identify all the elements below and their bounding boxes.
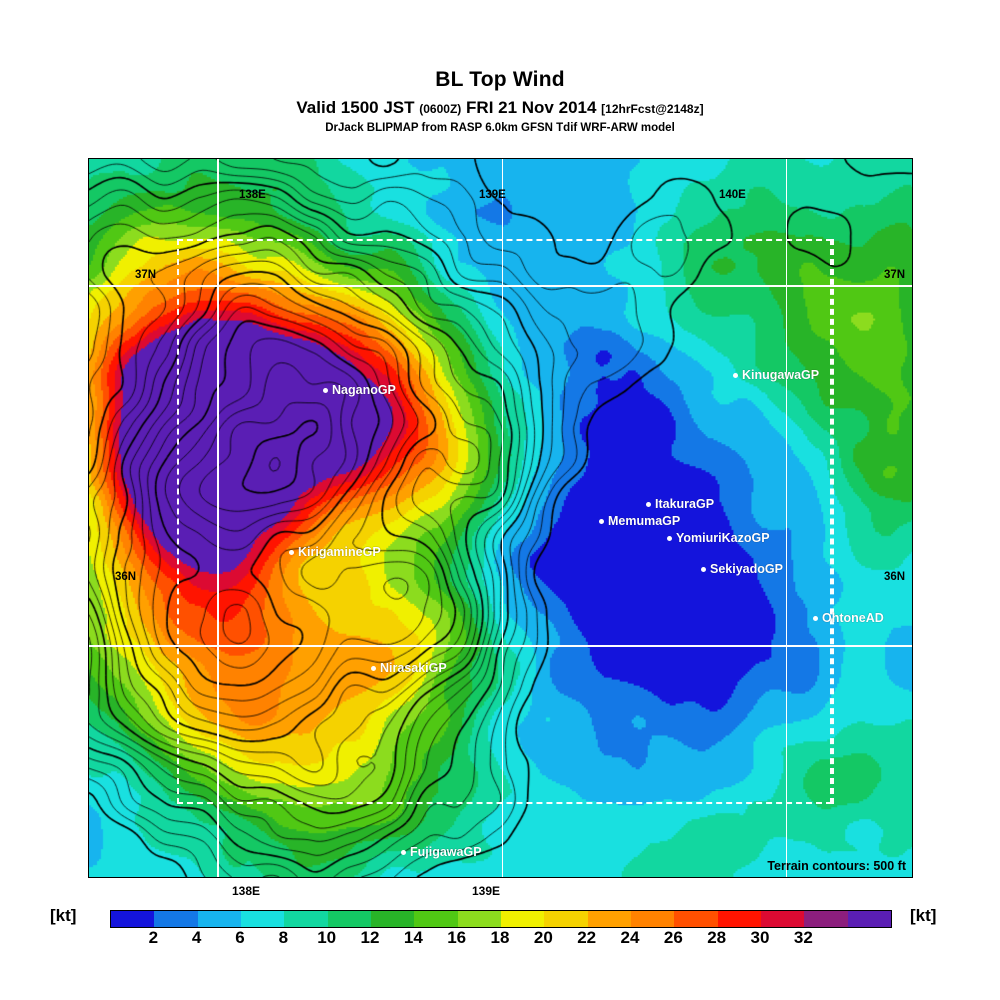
graticule [89,159,912,877]
page-title: BL Top Wind [435,68,565,91]
station-label: NaganoGP [332,383,396,397]
graticule-meridian [501,159,503,877]
colorbar: [kt] 2 4 6 8 10 12 14 16 18 20 22 24 26 28 30 32 [kt] [0,900,1000,960]
valid-time-line: Valid 1500 JST (0600Z) FRI 21 Nov 2014 [… [0,98,1000,118]
colorbar-tick: 24 [620,928,640,947]
colorbar-tick: 26 [663,928,683,947]
station-label: ItakuraGP [655,497,715,511]
lon-label-bottom-139e: 139E [472,884,501,898]
station-label: YomiuriKazoGP [676,531,770,545]
station-label: NirasakiGP [380,661,447,675]
colorbar-tick: 8 [278,928,289,947]
lat-label-left-37n: 37N [135,269,157,281]
colorbar-unit-left: [kt] [50,906,77,925]
colorbar-swatch [414,911,458,927]
station-marker[interactable]: ItakuraGP [646,497,714,511]
terrain-contour-note: Terrain contours: 500 ft [767,859,906,873]
station-dot-icon [646,501,651,507]
graticule-meridian [785,159,788,877]
lat-label-right-36n: 36N [884,571,906,583]
station-dot-icon [289,549,294,555]
wind-map[interactable]: 138E 139E 140E 37N 37N 36N 36N NaganoGP K… [88,158,913,878]
station-marker[interactable]: KinugawaGP [733,368,819,382]
colorbar-swatch [760,911,805,927]
colorbar-swatch [500,911,545,927]
graticule-parallel [89,285,912,287]
colorbar-swatch [544,911,588,927]
station-marker[interactable]: NaganoGP [323,383,396,397]
colorbar-unit-right: [kt] [910,906,937,925]
forecast-subdomain-divider [832,239,834,804]
station-marker[interactable]: SekiyadoGP [701,562,783,576]
colorbar-tick-labels: 2 4 6 8 10 12 14 16 18 20 22 24 26 28 30 32 [110,928,890,952]
colorbar-tick: 22 [577,928,597,947]
colorbar-tick: 6 [235,928,245,947]
colorbar-tick: 20 [533,928,553,947]
station-marker[interactable]: FujigawaGP [401,845,482,859]
colorbar-swatch [240,911,285,927]
lon-label-bottom-138e: 138E [232,884,261,898]
colorbar-tick: 16 [447,928,467,947]
station-dot-icon [701,566,706,572]
station-label: KinugawaGP [742,368,820,382]
station-markers-layer: NaganoGP KinugawaGP ItakuraGP MemumaGP Yomiu… [89,159,912,877]
colorbar-tick: 12 [360,928,380,947]
station-dot-icon [323,387,328,393]
valid-date: FRI 21 Nov 2014 [466,98,597,117]
colorbar-swatch [674,911,718,927]
colorbar-tick: 32 [793,928,813,947]
station-label: OhtoneAD [822,611,884,625]
colorbar-swatch [847,911,891,927]
model-source-line: DrJack BLIPMAP from RASP 6.0km GFSN Tdif… [325,122,675,134]
colorbar-swatch [457,911,501,927]
forecast-subdomain-box [177,239,832,804]
station-dot-icon [371,665,376,671]
colorbar-swatch [804,911,848,927]
station-label: KirigamineGP [298,545,381,559]
station-marker[interactable]: KirigamineGP [289,545,381,559]
station-marker[interactable]: NirasakiGP [371,661,447,675]
graticule-parallel [89,645,912,647]
title-block: BL Top Wind Valid 1500 JST (0600Z) FRI 2… [0,0,1000,134]
colorbar-tick: 18 [490,928,510,947]
lon-label-top-139e: 139E [479,189,506,201]
colorbar-tick: 2 [148,928,159,947]
station-label: MemumaGP [608,514,681,528]
colorbar-tick: 10 [317,928,337,947]
lon-label-top-140e: 140E [719,189,746,201]
forecast-tag: [12hrFcst@2148z] [601,102,704,116]
lat-label-right-37n: 37N [884,269,906,281]
station-dot-icon [599,518,604,524]
valid-time-utc: (0600Z) [419,102,462,116]
station-label: SekiyadoGP [710,562,783,576]
colorbar-tick: 14 [403,928,423,947]
lon-label-top-138e: 138E [239,189,266,201]
colorbar-swatch [197,911,241,927]
wind-field-canvas [89,159,912,877]
colorbar-tick: 28 [707,928,727,947]
station-dot-icon [667,535,672,541]
station-marker[interactable]: MemumaGP [599,514,680,528]
colorbar-swatch [154,911,198,927]
colorbar-swatch [111,911,155,927]
station-label: FujigawaGP [410,845,482,859]
valid-time-prefix: Valid 1500 JST [296,98,415,117]
colorbar-swatch [717,911,761,927]
colorbar-tick: 30 [750,928,770,947]
station-dot-icon [733,372,738,378]
colorbar-swatch [284,911,328,927]
colorbar-swatch [630,911,675,927]
colorbar-swatch [587,911,631,927]
colorbar-strip [110,910,892,928]
colorbar-swatch [370,911,415,927]
station-marker[interactable]: OhtoneAD [813,611,884,625]
station-marker[interactable]: YomiuriKazoGP [667,531,770,545]
station-dot-icon [401,849,406,855]
graticule-meridian [217,159,219,877]
colorbar-tick: 4 [191,928,202,947]
station-dot-icon [813,615,818,621]
colorbar-swatch [327,911,371,927]
lat-label-left-36n: 36N [115,571,137,583]
